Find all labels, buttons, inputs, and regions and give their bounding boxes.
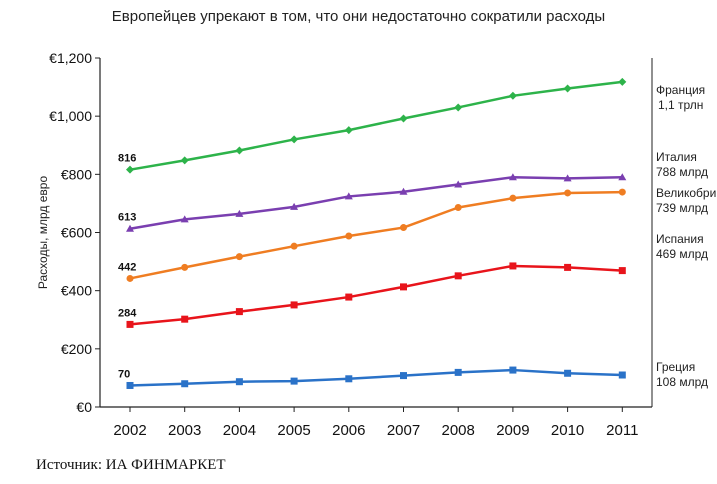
data-point	[564, 369, 572, 377]
data-point	[564, 263, 572, 271]
data-point	[345, 375, 353, 383]
data-point	[126, 320, 134, 328]
y-tick-label: €600	[61, 225, 92, 241]
series-line	[129, 175, 623, 230]
series-label-name: Италия	[656, 150, 697, 164]
data-point	[399, 114, 408, 123]
start-value-label: 613	[118, 212, 136, 224]
data-point	[290, 135, 299, 144]
data-point	[290, 202, 299, 210]
data-point	[126, 224, 134, 232]
series-label-value: 108 млрд	[656, 375, 709, 389]
series-label: Италия 788 млрд	[656, 150, 708, 180]
source-note: Источник: ИА ФИНМАРКЕТ	[36, 457, 226, 473]
data-point	[454, 103, 463, 112]
start-value-label: 284	[118, 307, 137, 319]
data-point	[454, 203, 462, 211]
series-label-name: Франция	[656, 83, 706, 97]
series-label-name: Великобри	[656, 186, 717, 200]
series-label-value: 469 млрд	[656, 247, 709, 261]
data-point	[126, 381, 134, 389]
series-line	[129, 368, 623, 387]
chart-title: Европейцев упрекают в том, что они недос…	[111, 8, 606, 25]
data-point	[235, 146, 244, 155]
data-point	[126, 274, 134, 282]
data-point	[235, 378, 243, 386]
data-point	[344, 126, 353, 135]
data-point	[508, 91, 517, 100]
x-tick-label: 2009	[496, 422, 529, 439]
x-tick-label: 2004	[223, 422, 256, 439]
data-point	[618, 371, 626, 379]
y-tick-label: €200	[61, 341, 92, 357]
y-tick-label: €400	[61, 283, 92, 299]
data-point	[235, 209, 244, 217]
y-tick-label: €0	[76, 399, 92, 415]
x-tick-label: 2007	[387, 422, 420, 439]
series-line	[129, 264, 623, 326]
x-tick-label: 2003	[168, 422, 201, 439]
x-tick-label: 2008	[442, 422, 475, 439]
data-point	[618, 77, 627, 86]
series-line	[129, 80, 623, 171]
series-label: Греция 108 млрд	[656, 360, 708, 390]
data-point	[180, 215, 189, 223]
data-point	[618, 188, 626, 196]
series-label-value: 739 млрд	[656, 201, 709, 215]
data-point	[564, 189, 572, 197]
data-point	[454, 368, 462, 376]
series-label: Испания 469 млрд	[656, 232, 708, 262]
data-point	[180, 156, 189, 165]
data-point	[400, 372, 407, 380]
x-tick-label: 2011	[606, 422, 638, 439]
data-point	[454, 272, 462, 280]
data-point	[235, 308, 243, 316]
data-point	[126, 165, 134, 174]
data-point	[181, 315, 189, 323]
y-tick-label: €800	[61, 166, 92, 182]
series-line	[129, 190, 623, 280]
x-tick-label: 2010	[551, 422, 584, 439]
data-point	[344, 192, 353, 200]
x-tick-label: 2005	[277, 422, 310, 439]
start-value-label: 816	[118, 153, 136, 165]
start-value-label: 70	[118, 368, 130, 380]
series-label: Франция 1,1 трлн	[656, 83, 705, 113]
x-tick-label: 2002	[113, 422, 146, 439]
data-point	[181, 263, 189, 271]
data-point	[181, 380, 189, 388]
data-point	[618, 173, 627, 181]
data-point	[345, 293, 353, 301]
data-point	[290, 377, 298, 385]
data-point	[563, 84, 572, 93]
data-point	[509, 262, 517, 270]
data-point	[508, 173, 517, 181]
data-point	[618, 267, 626, 275]
data-point	[400, 224, 407, 232]
data-point	[399, 187, 408, 195]
data-point	[509, 194, 517, 202]
series-label-value: 788 млрд	[656, 165, 709, 179]
start-value-label: 442	[118, 261, 136, 273]
data-point	[290, 242, 298, 250]
y-tick-label: €1,200	[49, 50, 92, 66]
data-point	[509, 366, 517, 374]
series-label-value: 1,1 трлн	[658, 98, 704, 112]
data-point	[563, 174, 572, 182]
data-point	[290, 301, 298, 309]
data-point	[454, 180, 463, 188]
y-axis-label: Расходы, млрд евро	[36, 176, 50, 290]
data-point	[400, 283, 407, 291]
y-tick-label: €1,000	[49, 108, 92, 124]
data-point	[345, 232, 353, 240]
series-label-name: Испания	[656, 232, 704, 246]
x-tick-label: 2006	[332, 422, 365, 439]
data-point	[235, 253, 243, 261]
series-label: Великобри 739 млрд	[656, 186, 716, 216]
series-label-name: Греция	[656, 360, 696, 374]
